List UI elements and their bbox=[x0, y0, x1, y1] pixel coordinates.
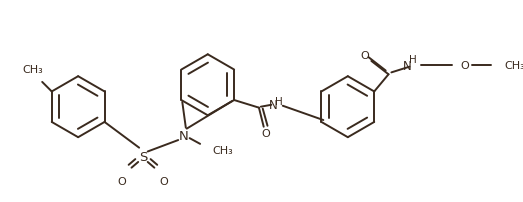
Text: N: N bbox=[269, 99, 278, 112]
Text: N: N bbox=[179, 129, 189, 142]
Text: H: H bbox=[275, 97, 283, 106]
Text: CH₃: CH₃ bbox=[22, 65, 43, 75]
Text: O: O bbox=[261, 129, 270, 139]
Text: H: H bbox=[410, 55, 417, 64]
Text: CH₃: CH₃ bbox=[212, 145, 233, 155]
Text: O: O bbox=[360, 51, 369, 61]
Text: CH₃: CH₃ bbox=[505, 60, 523, 70]
Text: O: O bbox=[160, 176, 168, 186]
Text: O: O bbox=[118, 176, 127, 186]
Text: N: N bbox=[403, 60, 412, 73]
Text: O: O bbox=[460, 60, 469, 70]
Text: S: S bbox=[139, 150, 147, 163]
